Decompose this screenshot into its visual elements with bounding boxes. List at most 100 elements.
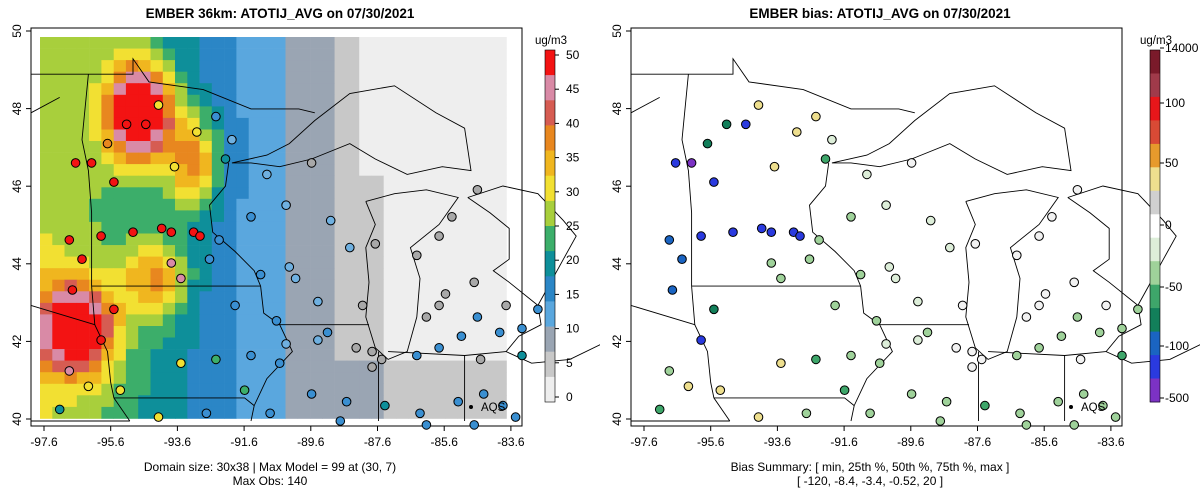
grid-cell — [445, 256, 458, 269]
grid-cell — [113, 314, 127, 327]
grid-cell — [101, 383, 114, 396]
grid-cell — [76, 360, 90, 373]
grid-cell — [445, 337, 458, 350]
grid-cell — [481, 164, 495, 176]
grid-cell — [138, 71, 151, 84]
grid-cell — [420, 268, 434, 281]
grid-cell — [248, 106, 262, 119]
aqs-site-marker — [376, 354, 387, 365]
aqs-site-marker — [341, 396, 352, 407]
aqs-site-marker — [412, 250, 422, 261]
grid-cell — [248, 233, 262, 246]
grid-cell — [359, 279, 372, 292]
grid-cell — [457, 406, 470, 419]
bias-site-marker — [922, 327, 933, 338]
grid-cell — [359, 268, 372, 281]
grid-cell — [125, 302, 139, 315]
grid-cell — [162, 245, 176, 257]
aqs-site-marker — [367, 346, 377, 357]
grid-cell — [64, 314, 78, 327]
grid-cell — [371, 221, 384, 234]
summary-line: Domain size: 30x38 | Max Model = 99 at (… — [143, 460, 397, 474]
grid-cell — [199, 164, 213, 176]
grid-cell — [273, 245, 286, 257]
grid-cell — [199, 245, 213, 257]
grid-cell — [396, 37, 409, 49]
aqs-site-marker — [227, 134, 237, 145]
bias-site-marker — [792, 127, 802, 137]
grid-cell — [396, 60, 409, 72]
grid-cell — [322, 106, 335, 119]
grid-cell — [138, 337, 151, 350]
grid-cell — [334, 37, 348, 49]
aqs-site-marker — [434, 343, 444, 353]
grid-cell — [211, 129, 225, 142]
y-tick-label: 40 — [10, 412, 24, 426]
grid-cell — [494, 141, 507, 153]
grid-cell — [175, 372, 188, 385]
grid-cell — [113, 326, 127, 338]
state-boundaries — [630, 57, 1200, 422]
boundary-line — [91, 286, 131, 422]
grid-cell — [89, 349, 102, 361]
grid-cell — [285, 221, 299, 234]
grid-cell — [383, 175, 397, 188]
grid-cell — [138, 406, 151, 419]
grid-cell — [469, 71, 483, 84]
grid-cell — [432, 268, 446, 281]
grid-cell — [432, 256, 446, 269]
grid-cell — [113, 256, 127, 269]
aqs-site-marker — [230, 300, 240, 311]
grid-cell — [261, 152, 274, 165]
grid-cell — [359, 337, 372, 350]
grid-cell — [420, 94, 434, 107]
grid-cell — [101, 175, 114, 188]
bias-site-marker — [884, 262, 895, 272]
grid-cell — [297, 383, 311, 396]
grid-cell — [359, 406, 372, 419]
grid-cell — [346, 326, 360, 338]
grid-cell — [236, 198, 249, 211]
grid-cell — [420, 256, 434, 269]
grid-cell — [432, 291, 446, 304]
grid-cell — [396, 372, 409, 385]
grid-cell — [76, 314, 90, 327]
grid-cell — [138, 37, 151, 49]
grid-cell — [125, 337, 139, 350]
grid-cell — [408, 71, 421, 84]
boundary-line — [630, 97, 660, 114]
legend-tick-label: -100 — [1165, 339, 1189, 353]
bias-site-marker — [1094, 327, 1105, 338]
grid-cell — [211, 383, 225, 396]
y-tick-label: 50 — [10, 24, 24, 38]
grid-cell — [162, 406, 176, 419]
grid-cell — [162, 372, 176, 385]
grid-cell — [89, 383, 102, 396]
grid-cell — [457, 175, 470, 188]
aqs-site-marker — [306, 389, 317, 399]
grid-cell — [420, 83, 434, 96]
bias-site-marker — [846, 350, 856, 361]
concentration-map: AQS -97.6 -95.6 -93.6 -91.6 -89.6 -87.6 -85.6-… — [10, 24, 600, 449]
grid-cell — [89, 268, 102, 281]
grid-cell — [40, 60, 53, 72]
legend-tick-label: 20 — [566, 253, 580, 267]
grid-cell — [322, 71, 335, 84]
grid-cell — [359, 117, 372, 130]
grid-cell — [162, 383, 176, 396]
grid-cell — [101, 83, 114, 96]
bias-site-marker — [1015, 408, 1025, 419]
grid-cell — [76, 337, 90, 350]
grid-cell — [346, 48, 360, 61]
grid-cell — [494, 245, 507, 257]
grid-cell — [224, 152, 237, 165]
grid-cell — [396, 395, 409, 408]
grid-cell — [371, 48, 384, 61]
grid-cell — [469, 175, 483, 188]
grid-cell — [310, 245, 323, 257]
legend-unit: ug/m3 — [1140, 35, 1172, 47]
grid-cell — [248, 48, 262, 61]
grid-cell — [273, 37, 286, 49]
grid-cell — [359, 83, 372, 96]
grid-cell — [383, 60, 397, 72]
